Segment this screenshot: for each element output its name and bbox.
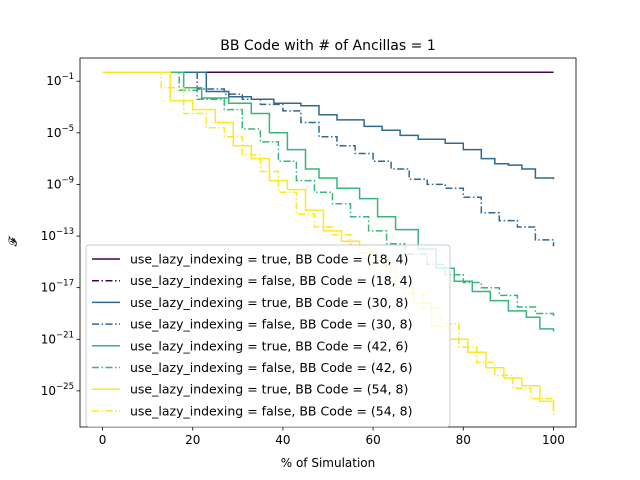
x-axis-label: % of Simulation <box>281 456 376 470</box>
legend-box <box>85 244 451 428</box>
y-tick-label: 10−13 <box>41 227 74 243</box>
y-tick-label: 10−5 <box>46 124 74 140</box>
legend-label-5: use_lazy_indexing = false, BB Code = (42… <box>130 360 412 375</box>
legend-label-0: use_lazy_indexing = true, BB Code = (18,… <box>130 252 408 267</box>
y-axis-label: 𝓕 <box>6 235 20 246</box>
x-tick-label: 80 <box>456 433 471 447</box>
series-line-2 <box>102 71 555 180</box>
series-line-7 <box>102 71 555 417</box>
legend-label-4: use_lazy_indexing = true, BB Code = (42,… <box>130 338 408 353</box>
legend: use_lazy_indexing = true, BB Code = (18,… <box>85 244 451 428</box>
legend-label-3: use_lazy_indexing = false, BB Code = (30… <box>130 317 412 332</box>
x-tick-label: 60 <box>365 433 380 447</box>
legend-label-1: use_lazy_indexing = false, BB Code = (18… <box>130 273 412 288</box>
legend-label-2: use_lazy_indexing = true, BB Code = (30,… <box>130 295 408 310</box>
y-tick-label: 10−17 <box>41 279 74 295</box>
y-tick-label: 10−1 <box>46 72 74 88</box>
x-tick-label: 100 <box>542 433 565 447</box>
legend-label-6: use_lazy_indexing = true, BB Code = (54,… <box>130 382 408 397</box>
x-tick-label: 20 <box>185 433 200 447</box>
series-line-5 <box>102 71 555 316</box>
y-tick-label: 10−25 <box>41 382 74 398</box>
x-tick-label: 0 <box>99 433 107 447</box>
x-tick-label: 40 <box>275 433 290 447</box>
legend-label-7: use_lazy_indexing = false, BB Code = (54… <box>130 403 412 418</box>
y-tick-label: 10−9 <box>46 175 74 191</box>
axes-layer: 0 20 40 60 80 100 10−1 10−5 10−9 10−13 10−17 10−21 1… <box>41 57 577 447</box>
series-line-3 <box>102 71 555 247</box>
series-line-4 <box>102 71 555 332</box>
chart-title: BB Code with # of Ancillas = 1 <box>220 38 435 54</box>
y-tick-label: 10−21 <box>41 330 74 346</box>
